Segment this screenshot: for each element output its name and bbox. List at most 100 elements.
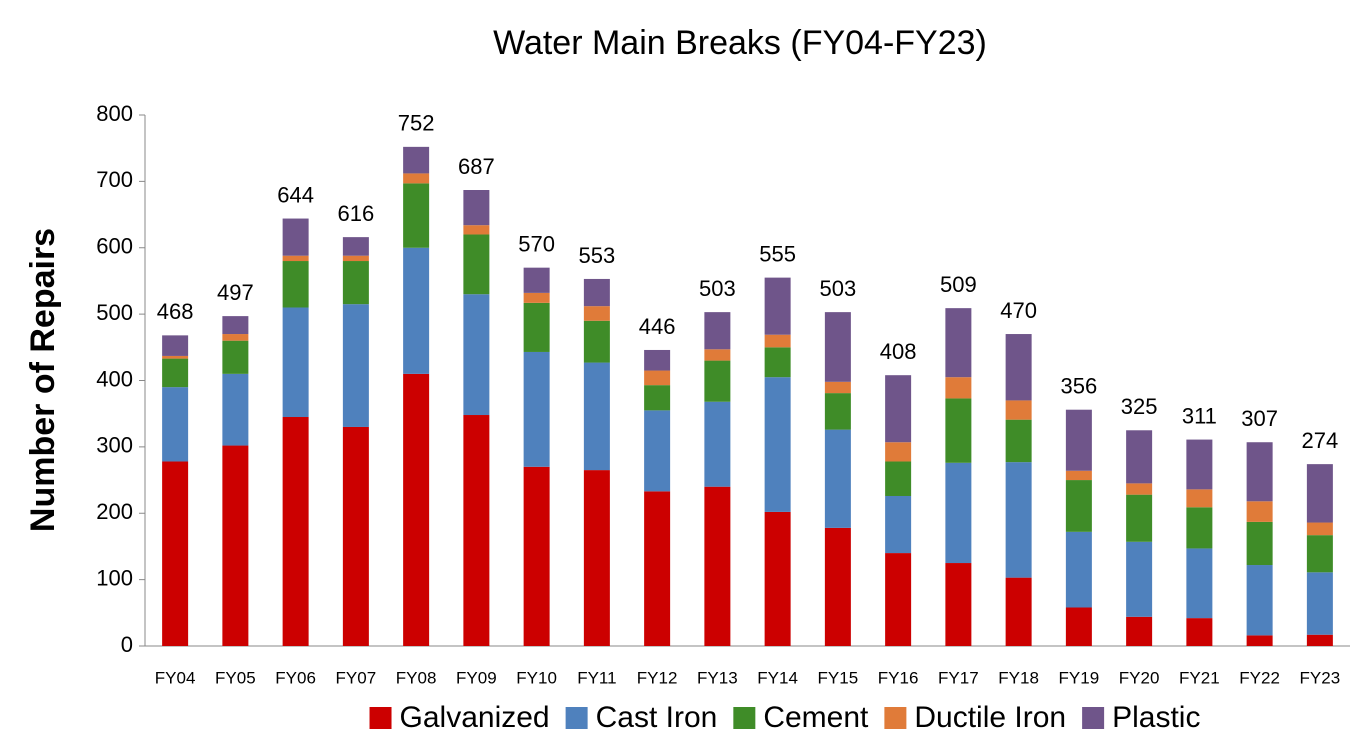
bar-segment [1126,494,1153,542]
legend-label: Cast Iron [596,701,718,734]
bar-segment [1306,464,1333,523]
bar-segment [463,225,490,235]
bar-segment [704,349,731,361]
bar-segment [885,495,912,554]
total-label: 570 [518,231,555,256]
y-tick-label: 0 [121,632,133,657]
y-tick-label: 500 [96,300,133,325]
bar-segment [704,360,731,402]
bar-segment [1065,607,1092,646]
legend-swatch [1082,707,1105,729]
bar-segment [583,362,610,471]
y-tick-label: 200 [96,499,133,524]
bar-segment [222,316,249,335]
bar-segment [824,381,851,394]
x-tick-label: FY20 [1119,668,1160,687]
legend-swatch [884,707,907,729]
total-label: 509 [940,272,977,297]
x-tick-label: FY21 [1179,668,1220,687]
chart-title: Water Main Breaks (FY04-FY23) [493,24,987,62]
legend-swatch [733,707,756,729]
bar-segment [945,377,972,399]
bar-segment [222,445,249,646]
total-label: 307 [1241,406,1278,431]
legend-label: Plastic [1112,701,1200,734]
bar-segment [764,277,791,335]
bar-segment [342,237,369,256]
total-label: 752 [398,111,435,136]
total-label: 503 [820,276,857,301]
bar-segment [764,347,791,378]
bar-segment [704,486,731,646]
y-axis-label: Number of Repairs [24,228,62,532]
bar-segment [403,373,430,646]
x-tick-label: FY12 [637,668,678,687]
bar-segment [162,358,189,388]
x-tick-label: FY11 [577,668,616,687]
y-tick-label: 600 [96,234,133,259]
bar-segment [162,355,189,359]
bar-segment [1126,541,1153,617]
x-tick-label: FY17 [938,668,979,687]
total-label: 311 [1182,403,1217,428]
bar-segment [403,173,430,184]
x-tick-label: FY05 [215,668,256,687]
total-label: 503 [699,276,736,301]
bar-segment [1186,439,1213,490]
x-tick-label: FY23 [1300,668,1341,687]
bar-segment [1126,430,1153,484]
bar-segment [1065,409,1092,471]
bar-segment [1246,565,1273,636]
bar-segment [523,267,550,293]
x-tick-label: FY14 [757,668,798,687]
x-tick-label: FY06 [275,668,316,687]
total-label: 274 [1302,428,1339,453]
total-label: 356 [1061,374,1098,399]
total-label: 446 [639,314,676,339]
total-label: 468 [157,299,194,324]
total-label: 408 [880,339,917,364]
bar-segment [282,218,309,256]
bar-segment [282,255,309,262]
bar-segment [342,426,369,646]
bar-segment [644,491,671,646]
bar-segment [1306,535,1333,573]
bar-segment [1005,577,1032,646]
total-label: 470 [1000,298,1037,323]
bar-segment [1005,419,1032,463]
total-label: 644 [277,182,314,207]
bar-segment [1246,442,1273,502]
bar-segment [824,312,851,382]
x-tick-label: FY16 [878,668,919,687]
bar-segment [222,373,249,446]
bar-segment [1005,334,1032,401]
bar-segment [523,351,550,467]
bar-segment [282,307,309,418]
bar-segment [1246,635,1273,646]
legend-swatch [369,707,392,729]
bar-segment [945,462,972,564]
bar-segment [282,261,309,308]
bar-segment [824,393,851,430]
legend-swatch [565,707,588,729]
bar-segment [1065,531,1092,608]
legend-label: Ductile Iron [914,701,1066,734]
total-label: 553 [579,243,616,268]
bar-segment [583,470,610,646]
bar-segment [1186,548,1213,619]
bar-segment [523,302,550,352]
x-tick-label: FY08 [396,668,437,687]
total-label: 497 [217,280,254,305]
bar-segment [885,375,912,443]
bar-segment [403,247,430,374]
x-tick-label: FY18 [998,668,1039,687]
x-tick-label: FY15 [818,668,859,687]
bar-segment [1005,400,1032,420]
bar-segment [945,398,972,463]
bar-segment [764,511,791,646]
bar-segment [222,334,249,341]
bar-segment [644,349,671,371]
bar-segment [342,261,369,305]
bar-segment [1306,572,1333,635]
